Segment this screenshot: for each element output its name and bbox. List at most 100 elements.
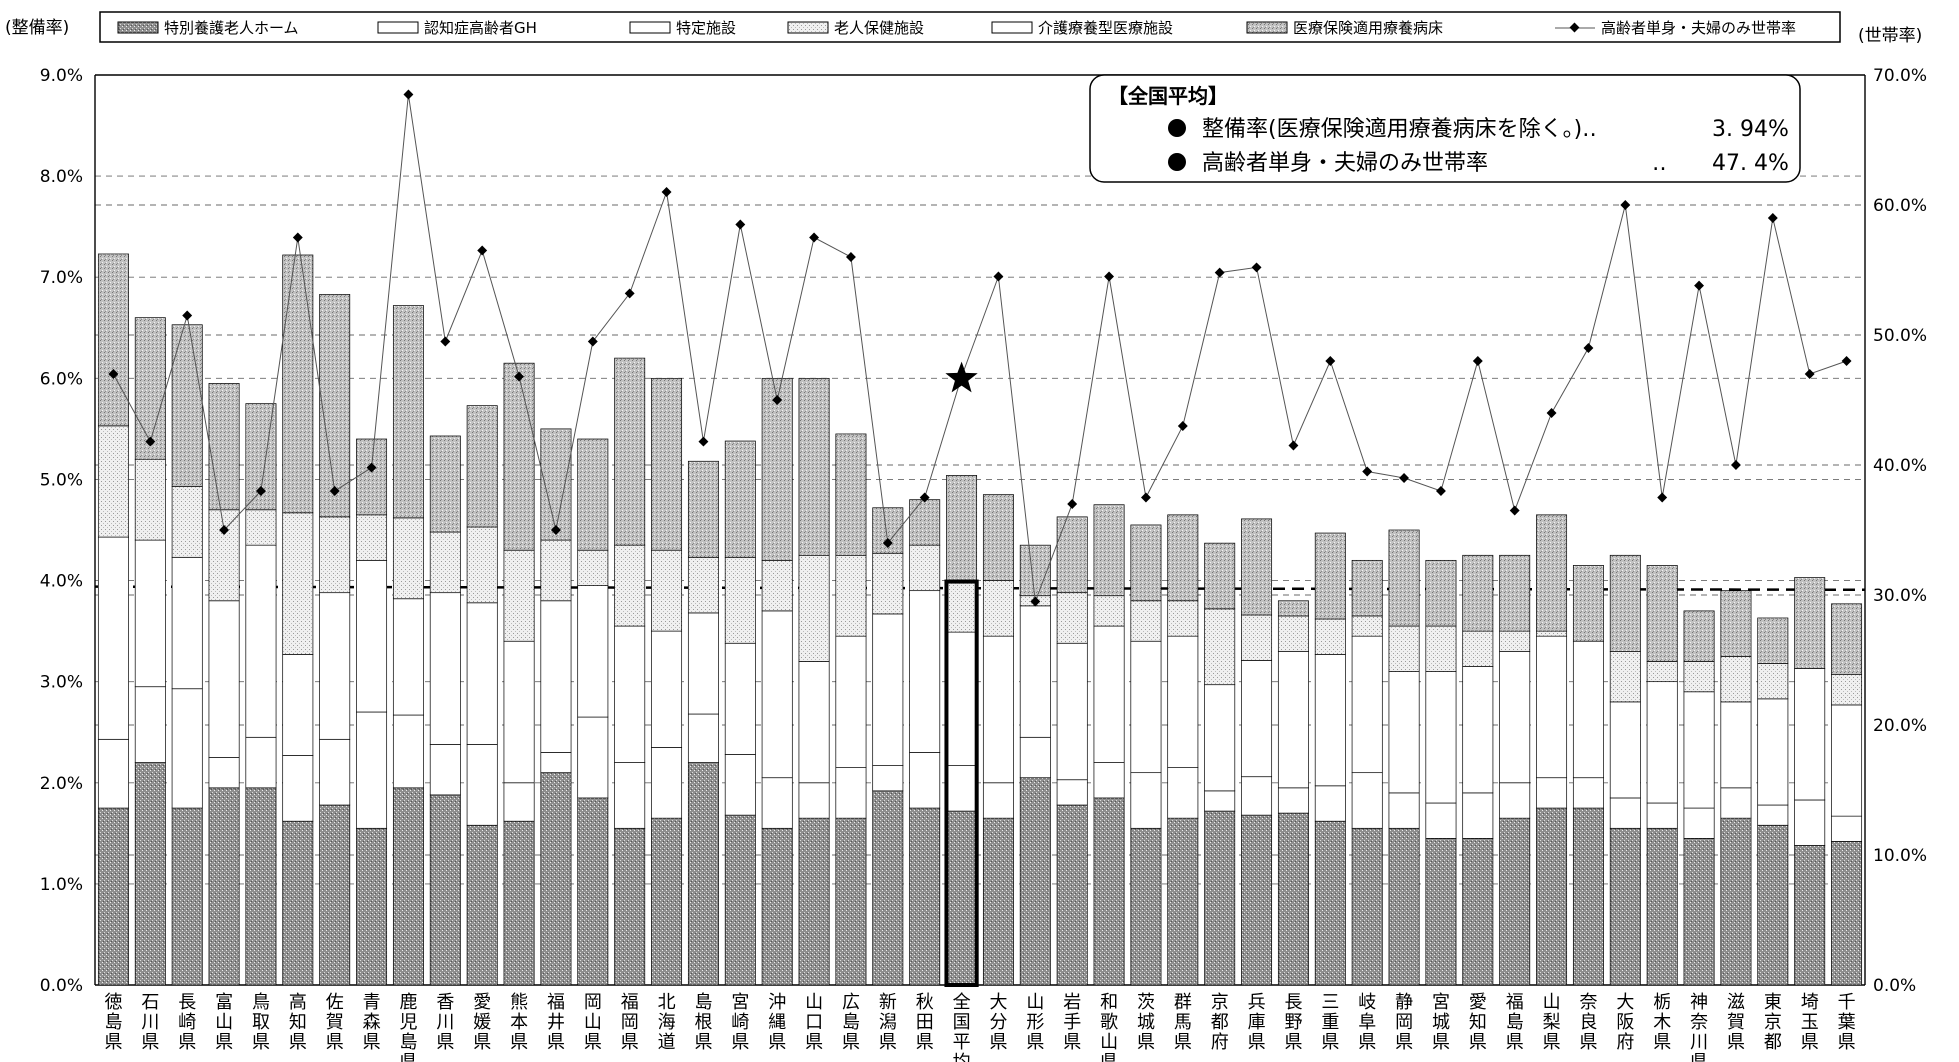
annotation-line2-label: 高齢者単身・夫婦のみ世帯率 <box>1202 151 1488 176</box>
y-left-tick-label: 4.0% <box>40 572 83 592</box>
legend-swatch-5 <box>991 21 1033 34</box>
x-tick-label-3: 崎 <box>178 1012 196 1033</box>
x-tick-label-15: 県 <box>621 1032 639 1053</box>
annotation-line2-value: 47. 4% <box>1712 151 1789 176</box>
x-tick-label-28: 県 <box>1100 1052 1118 1062</box>
household-rate-point-9 <box>403 89 414 100</box>
bar-segment-s6-38 <box>1462 554 1494 632</box>
x-tick-label-2: 石 <box>141 992 159 1013</box>
annotation-title: 【全国平均】 <box>1108 84 1228 108</box>
bar-segment-s3-22 <box>872 613 904 766</box>
household-rate-point-34 <box>1325 356 1336 366</box>
x-tick-label-5: 取 <box>252 1012 270 1033</box>
bar-segment-s2-6 <box>282 755 314 822</box>
x-tick-label-44: 奈 <box>1690 1012 1708 1033</box>
x-tick-label-13: 井 <box>547 1012 565 1033</box>
x-tick-label-4: 山 <box>215 1012 233 1033</box>
bar-segment-s6-20 <box>798 377 830 556</box>
household-rate-point-43 <box>1657 492 1668 503</box>
x-tick-label-14: 山 <box>584 1012 602 1033</box>
bar-segment-s1-37 <box>1425 838 1457 986</box>
bar-segment-s4-32 <box>1241 614 1273 661</box>
bar-segment-s1-42 <box>1609 827 1641 986</box>
x-tick-label-39: 島 <box>1506 1012 1524 1033</box>
bar-segment-s6-48 <box>1831 603 1863 675</box>
x-tick-label-26: 形 <box>1026 1012 1044 1033</box>
x-tick-label-39: 県 <box>1506 1032 1524 1053</box>
y-left-tick-label: 7.0% <box>40 268 83 288</box>
bar-segment-s4-48 <box>1831 674 1863 706</box>
bar-segment-s4-42 <box>1609 650 1641 703</box>
bar-segment-s2-34 <box>1314 785 1346 822</box>
bar-segment-s1-41 <box>1572 807 1604 986</box>
household-rate-point-7 <box>329 486 340 496</box>
x-tick-label-45: 賀 <box>1727 1012 1745 1033</box>
bar-segment-s2-40 <box>1536 777 1568 809</box>
bar-segment-s6-25 <box>982 494 1014 581</box>
x-tick-label-44: 県 <box>1690 1052 1708 1062</box>
bar-segment-s6-12 <box>503 362 535 551</box>
bar-segment-s2-39 <box>1499 782 1531 819</box>
x-tick-label-47: 県 <box>1801 1032 1819 1053</box>
household-rate-point-8 <box>366 462 377 473</box>
bar-segment-s6-18 <box>724 440 756 558</box>
bar-segment-s3-45 <box>1720 701 1752 789</box>
x-tick-label-31: 都 <box>1211 1012 1229 1033</box>
x-tick-label-40: 県 <box>1543 1032 1561 1053</box>
bar-segment-s1-20 <box>798 817 830 986</box>
bar-segment-s2-26 <box>1019 736 1051 779</box>
x-tick-label-27: 岩 <box>1063 992 1081 1013</box>
bar-segment-s4-46 <box>1757 663 1789 700</box>
x-tick-label-28: 歌 <box>1100 1012 1118 1033</box>
x-tick-label-29: 城 <box>1137 1012 1155 1033</box>
bar-segment-s6-2 <box>134 317 166 460</box>
bar-segment-s1-29 <box>1130 827 1162 986</box>
x-tick-label-25: 分 <box>989 1012 1007 1033</box>
bar-segment-s3-30 <box>1167 635 1199 768</box>
bar-segment-s4-38 <box>1462 630 1494 667</box>
bar-segment-s4-16 <box>651 549 683 632</box>
legend-swatch-3 <box>629 21 671 34</box>
x-tick-label-21: 県 <box>842 1032 860 1053</box>
bar-segment-s2-18 <box>724 754 756 816</box>
average-rate-dashed-line <box>94 585 1866 592</box>
household-rate-point-46 <box>1767 213 1778 223</box>
bar-segment-s6-40 <box>1536 514 1568 632</box>
average-annotation: 【全国平均】 整備率(医療保険適用療養病床を除く。)‥ 3. 94% 高齢者単身… <box>1089 74 1801 183</box>
bar-segment-s3-7 <box>319 592 351 740</box>
bar-segment-s2-45 <box>1720 787 1752 819</box>
y-left-axis-title: (整備率) <box>5 18 69 38</box>
bar-segment-s4-15 <box>614 544 646 627</box>
bar-segment-s6-26 <box>1019 544 1051 597</box>
bar-segment-s1-32 <box>1241 814 1273 986</box>
household-rate-point-22 <box>882 538 893 548</box>
bar-segment-s6-10 <box>429 435 461 533</box>
bar-segment-s3-18 <box>724 642 756 755</box>
x-tick-label-30: 県 <box>1174 1032 1192 1053</box>
bar-segment-s6-35 <box>1351 559 1383 617</box>
household-rate-point-32 <box>1251 262 1262 273</box>
y-right-tick-label: 10.0% <box>1873 846 1927 866</box>
bar-segment-s3-21 <box>835 635 867 768</box>
household-rate-point-2 <box>145 436 156 447</box>
y-left-tick-label: 3.0% <box>40 673 83 693</box>
x-tick-label-24: 国 <box>953 1012 971 1033</box>
x-tick-label-42: 阪 <box>1616 1012 1634 1033</box>
bar-segment-s2-44 <box>1683 807 1715 839</box>
bar-segment-s6-33 <box>1277 600 1309 617</box>
legend-label-7: 高齢者単身・夫婦のみ世帯率 <box>1601 19 1796 37</box>
bar-segment-s2-41 <box>1572 777 1604 809</box>
bar-segment-s4-13 <box>540 539 572 602</box>
bar-segment-s3-4 <box>208 600 240 758</box>
bar-segment-s4-30 <box>1167 600 1199 637</box>
household-rate-point-6 <box>292 232 303 243</box>
household-rate-point-19 <box>772 395 783 405</box>
household-rate-point-16 <box>661 187 672 197</box>
bar-segment-s2-4 <box>208 757 240 789</box>
bar-segment-s6-19 <box>761 377 793 561</box>
household-rate-point-23 <box>919 492 930 503</box>
y-left-tick-label: 9.0% <box>40 66 83 86</box>
x-tick-label-3: 長 <box>178 992 196 1013</box>
household-rate-point-25 <box>993 271 1004 282</box>
x-tick-label-5: 県 <box>252 1032 270 1053</box>
